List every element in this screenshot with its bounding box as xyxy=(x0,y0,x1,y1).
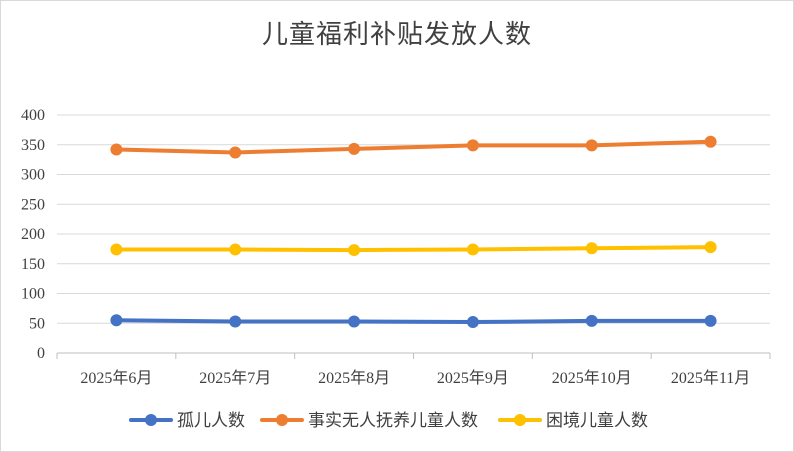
x-tick-label: 2025年6月 xyxy=(80,369,152,387)
legend-marker xyxy=(514,414,526,426)
data-point xyxy=(466,316,479,329)
x-tick-label: 2025年10月 xyxy=(552,369,632,387)
y-tick-label: 250 xyxy=(21,196,45,213)
data-point xyxy=(466,139,479,152)
y-tick-label: 350 xyxy=(21,137,45,154)
legend-label: 困境儿童人数 xyxy=(546,411,648,431)
data-point xyxy=(110,314,123,327)
series-line xyxy=(114,139,713,155)
data-point xyxy=(585,139,598,152)
x-tick-label: 2025年7月 xyxy=(199,369,271,387)
y-tick-label: 200 xyxy=(21,226,45,243)
data-point xyxy=(348,142,361,155)
series-line xyxy=(114,245,713,253)
legend-item[interactable]: 孤儿人数 xyxy=(129,411,245,431)
data-point xyxy=(704,241,717,254)
series-1 xyxy=(110,314,717,329)
y-tick-label: 300 xyxy=(21,167,45,184)
data-point xyxy=(348,244,361,257)
y-tick-label: 50 xyxy=(29,315,45,332)
x-tick-label: 2025年9月 xyxy=(437,369,509,387)
series-2 xyxy=(110,135,717,159)
data-point xyxy=(110,243,123,256)
y-tick-label: 100 xyxy=(21,286,45,303)
chart-title: 儿童福利补贴发放人数 xyxy=(261,20,532,50)
legend-item[interactable]: 困境儿童人数 xyxy=(498,411,648,431)
x-tick-label: 2025年8月 xyxy=(318,369,390,387)
series-3 xyxy=(110,241,717,257)
data-point xyxy=(585,242,598,255)
data-point xyxy=(585,314,598,327)
legend-item[interactable]: 事实无人抚养儿童人数 xyxy=(260,411,478,431)
y-tick-label: 150 xyxy=(21,256,45,273)
legend-label: 孤儿人数 xyxy=(177,411,245,431)
x-tick-label: 2025年11月 xyxy=(671,369,750,387)
data-point xyxy=(110,143,123,156)
data-point xyxy=(704,314,717,327)
legend-marker xyxy=(276,414,288,426)
y-tick-label: 0 xyxy=(37,345,45,362)
data-point xyxy=(704,135,717,148)
data-point xyxy=(348,315,361,328)
series-line xyxy=(114,318,713,325)
data-point xyxy=(229,146,242,159)
legend-marker xyxy=(145,414,157,426)
y-tick-label: 400 xyxy=(21,107,45,124)
data-point xyxy=(229,243,242,256)
data-point xyxy=(466,243,479,256)
data-point xyxy=(229,315,242,328)
legend-label: 事实无人抚养儿童人数 xyxy=(308,411,478,431)
